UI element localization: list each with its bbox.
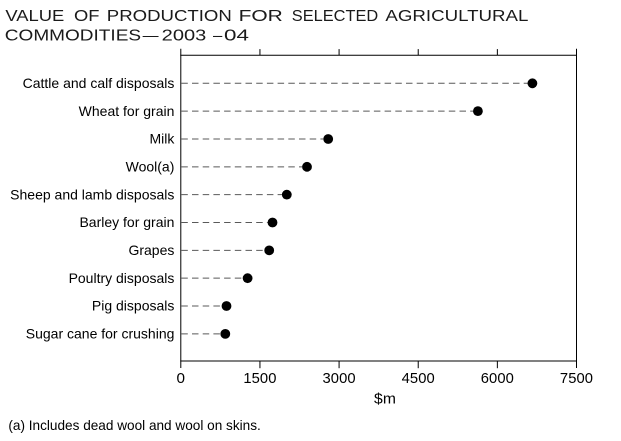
svg-text:0: 0 bbox=[177, 370, 186, 387]
svg-text:Grapes: Grapes bbox=[128, 242, 174, 258]
svg-text:Wheat for grain: Wheat for grain bbox=[79, 103, 175, 119]
svg-text:7500: 7500 bbox=[560, 370, 593, 387]
svg-text:Sugar cane for crushing: Sugar cane for crushing bbox=[26, 326, 175, 342]
svg-text:Cattle and calf disposals: Cattle and calf disposals bbox=[23, 75, 175, 91]
svg-text:1500: 1500 bbox=[243, 370, 276, 387]
svg-text:3000: 3000 bbox=[322, 370, 355, 387]
svg-text:(a) Includes dead wool and woo: (a) Includes dead wool and wool on skins… bbox=[8, 418, 260, 433]
svg-text:Sheep and lamb disposals: Sheep and lamb disposals bbox=[10, 186, 174, 202]
svg-text:COMMODITIES—2003–04: COMMODITIES— 2003 –04 bbox=[5, 28, 250, 45]
svg-text:Pig disposals: Pig disposals bbox=[92, 298, 175, 314]
svg-text:4500: 4500 bbox=[402, 370, 435, 387]
svg-text:Milk: Milk bbox=[150, 131, 176, 147]
svg-text:6000: 6000 bbox=[481, 370, 514, 387]
svg-text:Barley for grain: Barley for grain bbox=[79, 214, 174, 230]
svg-text:$m: $m bbox=[374, 391, 396, 408]
svg-text:Wool(a): Wool(a) bbox=[126, 159, 175, 175]
svg-text:Poultry disposals: Poultry disposals bbox=[69, 270, 175, 286]
